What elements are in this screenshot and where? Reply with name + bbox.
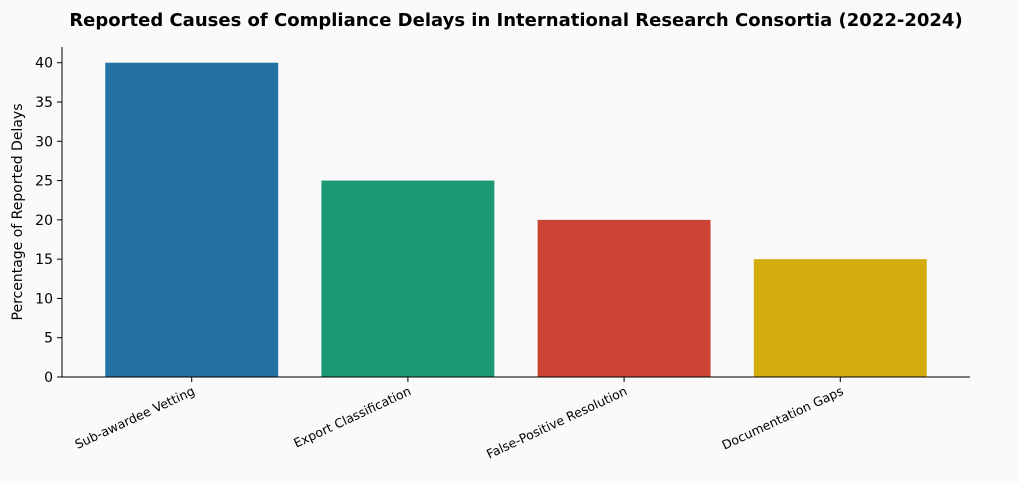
y-tick-label: 40 <box>35 56 53 72</box>
y-tick-label: 35 <box>35 95 53 111</box>
bar <box>753 259 927 377</box>
y-tick-label: 10 <box>35 291 53 307</box>
chart-title: Reported Causes of Compliance Delays in … <box>69 10 962 31</box>
bar <box>537 219 711 377</box>
y-tick-label: 20 <box>35 213 53 229</box>
bar <box>321 180 495 377</box>
y-tick-label: 5 <box>44 331 53 347</box>
y-tick-label: 25 <box>35 174 53 190</box>
y-tick-label: 15 <box>35 252 53 268</box>
y-axis-label: Percentage of Reported Delays <box>10 104 26 321</box>
bar <box>105 62 279 377</box>
y-tick-label: 30 <box>35 134 53 150</box>
y-tick-label: 0 <box>44 370 53 386</box>
